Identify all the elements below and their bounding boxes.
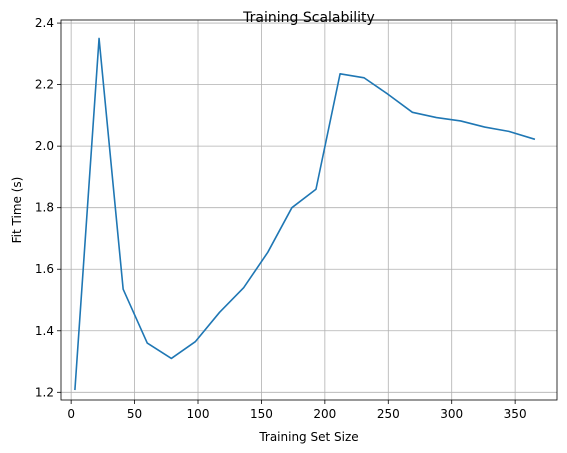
- y-tick-label: 2.2: [35, 78, 54, 92]
- x-tick-label: 350: [504, 407, 527, 421]
- x-tick-label: 0: [67, 407, 75, 421]
- y-axis-label: Fit Time (s): [10, 177, 24, 244]
- y-axis-ticks: 1.2 1.4 1.6 1.8 2.0 2.2 2.4: [35, 16, 61, 399]
- y-tick-label: 1.4: [35, 324, 54, 338]
- x-tick-label: 100: [187, 407, 210, 421]
- series-layer: [74, 37, 536, 391]
- y-tick-label: 2.0: [35, 139, 54, 153]
- x-axis-ticks: 0 50 100 150 200 250 300 350: [67, 400, 527, 421]
- x-tick-label: 250: [377, 407, 400, 421]
- y-tick-label: 2.4: [35, 16, 54, 30]
- chart-title: Training Scalability: [242, 10, 375, 26]
- plot-area: [61, 20, 557, 400]
- plot-frame: [60, 19, 558, 401]
- x-tick-label: 150: [250, 407, 273, 421]
- y-tick-label: 1.2: [35, 385, 54, 399]
- x-tick-label: 300: [440, 407, 463, 421]
- x-tick-label: 200: [313, 407, 336, 421]
- series-line: [74, 37, 536, 391]
- y-tick-label: 1.6: [35, 262, 54, 276]
- x-tick-label: 50: [127, 407, 142, 421]
- y-tick-label: 1.8: [35, 201, 54, 215]
- x-axis-label: Training Set Size: [258, 430, 358, 444]
- grid-lines: [61, 20, 557, 400]
